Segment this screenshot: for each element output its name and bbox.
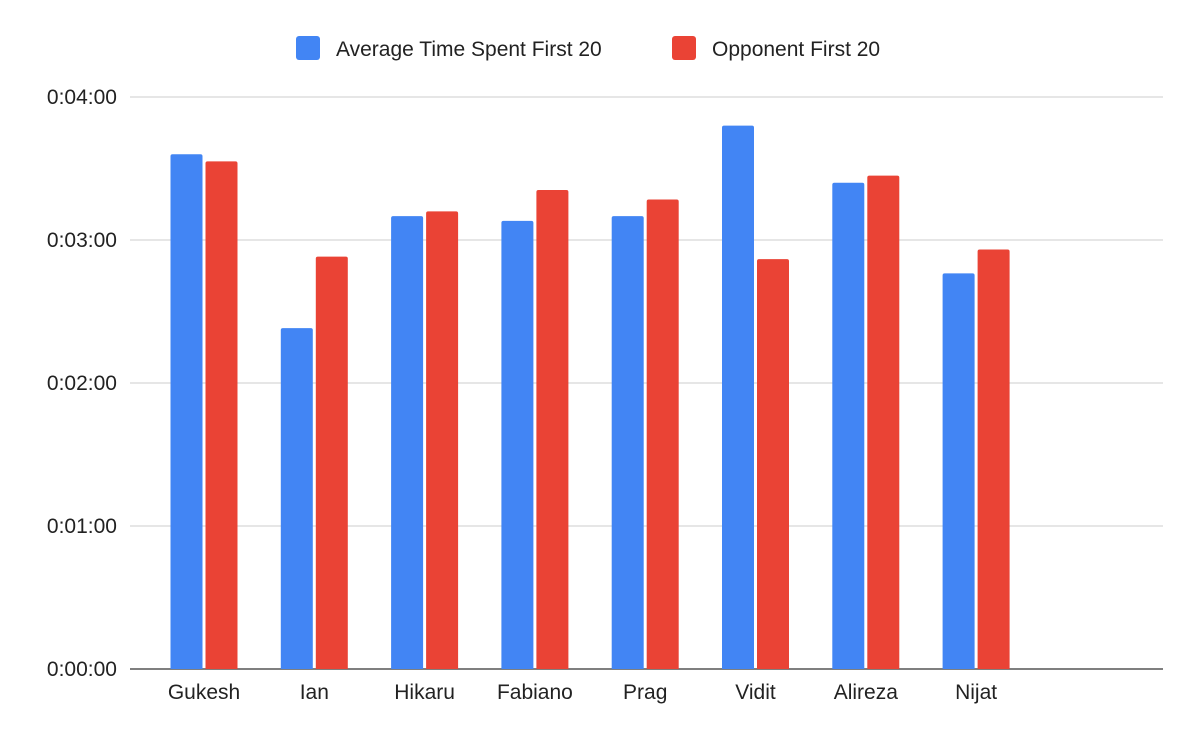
x-tick-label-prag: Prag — [623, 681, 667, 704]
y-tick-label-4: 0:04:00 — [47, 86, 117, 109]
bar-nijat-series-1 — [977, 249, 1010, 670]
x-tick-label-nijat: Nijat — [955, 681, 997, 704]
x-tick-label-fabiano: Fabiano — [497, 681, 573, 704]
legend-swatch-series-0 — [296, 36, 320, 60]
y-tick-label-3: 0:03:00 — [47, 229, 117, 252]
x-tick-label-hikaru: Hikaru — [394, 681, 455, 704]
x-tick-label-alireza: Alireza — [834, 681, 899, 704]
y-tick-label-0: 0:00:00 — [47, 658, 117, 681]
bars — [170, 125, 1010, 670]
y-tick-label-1: 0:01:00 — [47, 515, 117, 538]
x-axis-labels: Gukesh Ian Hikaru Fabiano Prag Vidit Alireza Ni… — [168, 681, 997, 704]
y-tick-label-2: 0:02:00 — [47, 372, 117, 395]
legend: Average Time Spent First 20 Opponent Fir… — [296, 36, 880, 61]
bar-fabiano-series-1 — [536, 189, 569, 669]
bar-prag-series-1 — [646, 199, 679, 669]
x-tick-label-vidit: Vidit — [735, 681, 776, 704]
bar-hikaru-series-1 — [426, 211, 459, 669]
bar-vidit-series-1 — [757, 259, 789, 669]
bar-fabiano-series-0 — [501, 220, 534, 669]
bar-nijat-series-0 — [942, 273, 975, 669]
legend-label-series-1: Opponent First 20 — [712, 38, 880, 61]
x-tick-label-gukesh: Gukesh — [168, 681, 240, 704]
bar-gukesh-series-1 — [205, 161, 238, 669]
legend-label-series-0: Average Time Spent First 20 — [336, 38, 602, 61]
bar-alireza-series-0 — [832, 182, 865, 670]
legend-swatch-series-1 — [672, 36, 696, 60]
bar-hikaru-series-0 — [391, 216, 424, 669]
bar-vidit-series-0 — [722, 125, 754, 670]
y-axis-ticks: 0:00:00 0:01:00 0:02:00 0:03:00 0:04:00 — [47, 86, 117, 681]
bar-ian-series-0 — [280, 328, 313, 669]
bar-gukesh-series-0 — [170, 154, 203, 669]
bar-alireza-series-1 — [867, 175, 900, 669]
bar-ian-series-1 — [315, 256, 348, 669]
x-tick-label-ian: Ian — [300, 681, 329, 704]
bar-prag-series-0 — [611, 216, 644, 669]
